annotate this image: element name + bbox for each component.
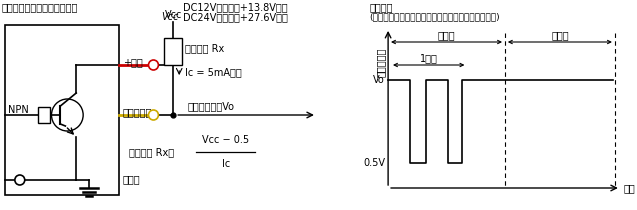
Text: Vo: Vo xyxy=(373,75,385,85)
Text: Vcc − 0.5: Vcc − 0.5 xyxy=(202,135,249,145)
Bar xyxy=(5,25,119,195)
Text: センサ出力: センサ出力 xyxy=(376,48,386,77)
Text: 抵抗負荷 Rx＝: 抵抗負荷 Rx＝ xyxy=(129,147,174,157)
Text: 1回転: 1回転 xyxy=(420,53,438,63)
Text: 出力波形: 出力波形 xyxy=(369,2,393,12)
Circle shape xyxy=(15,175,25,185)
Text: 停止時: 停止時 xyxy=(551,30,569,40)
Text: Vcc: Vcc xyxy=(164,10,182,20)
Bar xyxy=(164,38,182,65)
Text: 時間: 時間 xyxy=(624,183,636,193)
Text: 出力回路：オープンコレクタ: 出力回路：オープンコレクタ xyxy=(2,2,78,12)
Text: DC12Vファン：+13.8V以下: DC12Vファン：+13.8V以下 xyxy=(183,2,288,12)
Circle shape xyxy=(148,60,159,70)
Text: 動作時: 動作時 xyxy=(438,30,455,40)
Text: センサ出力　Vo: センサ出力 Vo xyxy=(187,101,234,111)
Text: 0.5V: 0.5V xyxy=(363,158,385,168)
Bar xyxy=(38,107,50,123)
Text: Vcc: Vcc xyxy=(161,12,179,22)
Text: Ic: Ic xyxy=(222,159,230,169)
Text: +：赤: +：赤 xyxy=(123,57,143,67)
Circle shape xyxy=(148,110,159,120)
Text: 抵抗負荷 Rx: 抵抗負荷 Rx xyxy=(185,43,224,53)
Text: NPN: NPN xyxy=(8,105,29,115)
Text: Ic = 5mA以下: Ic = 5mA以下 xyxy=(185,67,242,77)
Text: DC24Vファン：+27.6V以下: DC24Vファン：+27.6V以下 xyxy=(183,12,288,22)
Text: (左図のように抵抗負荷を入れ、プルアップした場合): (左図のように抵抗負荷を入れ、プルアップした場合) xyxy=(369,12,500,21)
Text: －：黒: －：黒 xyxy=(123,174,140,184)
Text: センサ：黄: センサ：黄 xyxy=(123,107,152,117)
